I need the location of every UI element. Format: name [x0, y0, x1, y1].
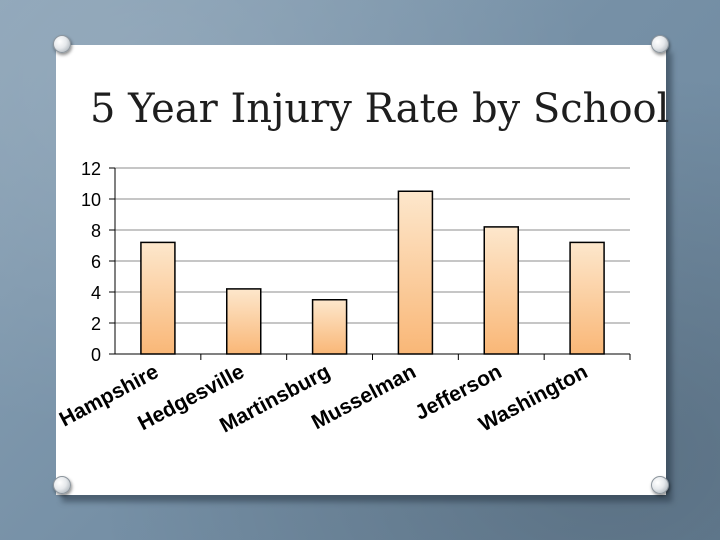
gridlines	[115, 167, 630, 355]
bar-hampshire	[140, 241, 176, 355]
pin-bottom-left-icon	[53, 476, 71, 494]
y-tick-label: 2	[91, 314, 101, 334]
y-tick-label: 6	[91, 252, 101, 272]
y-tick-label: 0	[91, 345, 101, 365]
y-tick-label: 10	[81, 190, 101, 210]
bar-jefferson	[483, 226, 519, 355]
y-tick-label: 8	[91, 221, 101, 241]
pin-bottom-right-icon	[651, 476, 669, 494]
pin-top-left-icon	[53, 35, 71, 53]
y-axis: 0 2 4 6 8 10 12	[81, 159, 116, 365]
y-tick-label: 4	[91, 283, 101, 303]
bars	[140, 190, 605, 355]
pin-top-right-icon	[651, 35, 669, 53]
slide-title: 5 Year Injury Rate by School	[90, 86, 670, 132]
bar-washington	[569, 241, 605, 355]
bar-martinsburg	[311, 299, 348, 355]
x-axis-labels: HampshireHedgesvilleMartinsburgMusselman…	[56, 354, 631, 437]
y-tick-label: 12	[81, 159, 101, 179]
bar-musselman	[397, 190, 434, 355]
bar-hedgesville	[226, 288, 262, 355]
